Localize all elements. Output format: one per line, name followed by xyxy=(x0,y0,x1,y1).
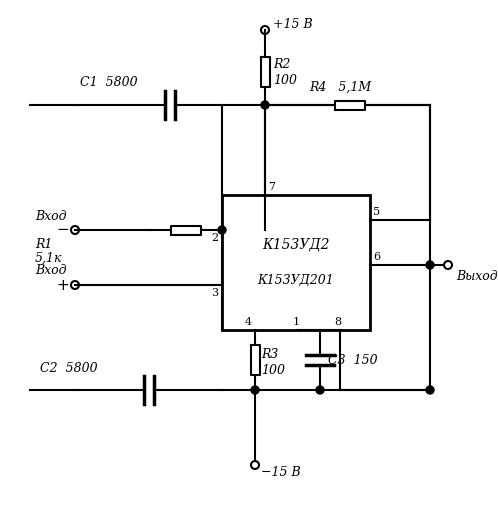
Text: R4   5,1М: R4 5,1М xyxy=(309,81,371,94)
Text: 1: 1 xyxy=(292,317,300,327)
Text: Вход: Вход xyxy=(35,265,67,278)
Text: 100: 100 xyxy=(261,363,285,376)
Text: R3: R3 xyxy=(261,348,278,361)
Polygon shape xyxy=(260,57,269,86)
Text: 5,1к: 5,1к xyxy=(35,251,63,265)
Polygon shape xyxy=(250,345,259,375)
Text: C2  5800: C2 5800 xyxy=(40,361,98,375)
Polygon shape xyxy=(171,226,201,234)
Text: 3: 3 xyxy=(211,288,218,298)
Text: 2: 2 xyxy=(211,233,218,243)
Text: +: + xyxy=(57,278,69,292)
Text: 4: 4 xyxy=(245,317,252,327)
Text: К153УД201: К153УД201 xyxy=(257,274,334,287)
Circle shape xyxy=(426,386,434,394)
Text: К153УД2: К153УД2 xyxy=(262,237,330,251)
Text: +15 В: +15 В xyxy=(273,19,313,31)
Circle shape xyxy=(261,101,269,109)
Text: R1: R1 xyxy=(35,237,52,250)
Circle shape xyxy=(218,226,226,234)
Text: 6: 6 xyxy=(373,252,380,262)
Circle shape xyxy=(316,386,324,394)
Text: Выход: Выход xyxy=(456,270,498,284)
Text: −: − xyxy=(57,223,69,237)
Text: 5: 5 xyxy=(373,207,380,217)
Circle shape xyxy=(251,386,259,394)
Text: Вход: Вход xyxy=(35,210,67,223)
Text: 100: 100 xyxy=(273,74,297,86)
Text: −15 В: −15 В xyxy=(261,467,301,480)
Text: C3  150: C3 150 xyxy=(328,354,377,366)
Text: 7: 7 xyxy=(268,182,275,192)
Bar xyxy=(222,195,370,330)
Polygon shape xyxy=(335,101,365,109)
Text: C1  5800: C1 5800 xyxy=(80,77,137,89)
Circle shape xyxy=(426,261,434,269)
Text: 8: 8 xyxy=(335,317,342,327)
Text: R2: R2 xyxy=(273,59,290,71)
